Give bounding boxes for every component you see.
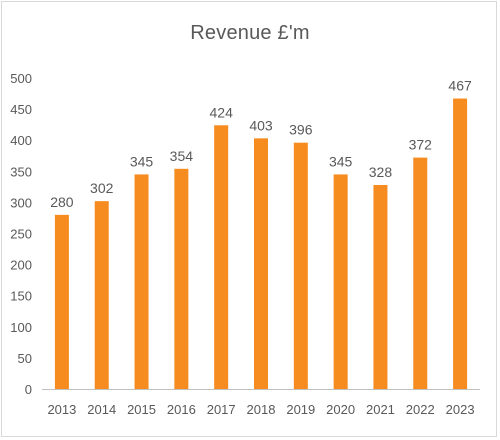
x-tick-label: 2021 <box>366 402 395 417</box>
bar-2015 <box>134 174 149 389</box>
data-label-2023: 467 <box>448 78 472 94</box>
y-tick-label: 400 <box>10 133 32 148</box>
bar-2018 <box>254 138 268 389</box>
bar-series <box>54 98 468 389</box>
data-label-2015: 345 <box>130 153 154 169</box>
bar-2013 <box>54 214 69 389</box>
bar-2021 <box>373 184 388 389</box>
data-label-2013: 280 <box>50 194 74 210</box>
x-tick-label: 2015 <box>127 402 156 417</box>
data-label-2018: 403 <box>249 117 273 133</box>
chart-title: Revenue £'m <box>190 22 310 44</box>
data-label-2019: 396 <box>289 122 313 138</box>
x-tick-label: 2023 <box>446 402 475 417</box>
x-tick-label: 2017 <box>207 402 236 417</box>
data-label-2017: 424 <box>210 104 234 120</box>
y-tick-label: 350 <box>10 164 32 179</box>
bar-2019 <box>293 142 308 389</box>
bar-2022 <box>413 157 428 389</box>
y-axis: 0 50 100 150 200 250 300 350 400 450 500 <box>10 71 32 397</box>
data-label-2014: 302 <box>90 180 114 196</box>
x-tick-label: 2020 <box>326 402 355 417</box>
data-label-2021: 328 <box>369 164 393 180</box>
x-tick-label: 2016 <box>167 402 196 417</box>
x-tick-label: 2019 <box>286 402 315 417</box>
y-tick-label: 500 <box>10 71 32 86</box>
bar-2020 <box>333 174 348 389</box>
x-tick-label: 2022 <box>406 402 435 417</box>
data-label-2020: 345 <box>329 153 353 169</box>
y-tick-label: 50 <box>18 351 32 366</box>
bar-2017 <box>214 125 229 389</box>
data-labels: 280 302 345 354 424 403 396 345 328 372 467 <box>50 78 472 210</box>
x-tick-label: 2013 <box>47 402 76 417</box>
y-tick-label: 200 <box>10 258 32 273</box>
y-tick-label: 100 <box>10 320 32 335</box>
x-tick-label: 2014 <box>87 402 116 417</box>
y-tick-label: 250 <box>10 227 32 242</box>
y-tick-label: 450 <box>10 102 32 117</box>
data-label-2022: 372 <box>409 137 433 153</box>
y-tick-label: 0 <box>25 382 32 397</box>
y-tick-label: 150 <box>10 289 32 304</box>
bar-2023 <box>453 98 468 389</box>
data-label-2016: 354 <box>170 148 194 164</box>
bar-2014 <box>94 201 109 389</box>
bar-2016 <box>174 168 189 389</box>
x-axis: 2013 2014 2015 2016 2017 2018 2019 2020 2021 2022… <box>47 402 474 417</box>
y-tick-label: 300 <box>10 195 32 210</box>
x-tick-label: 2018 <box>247 402 276 417</box>
